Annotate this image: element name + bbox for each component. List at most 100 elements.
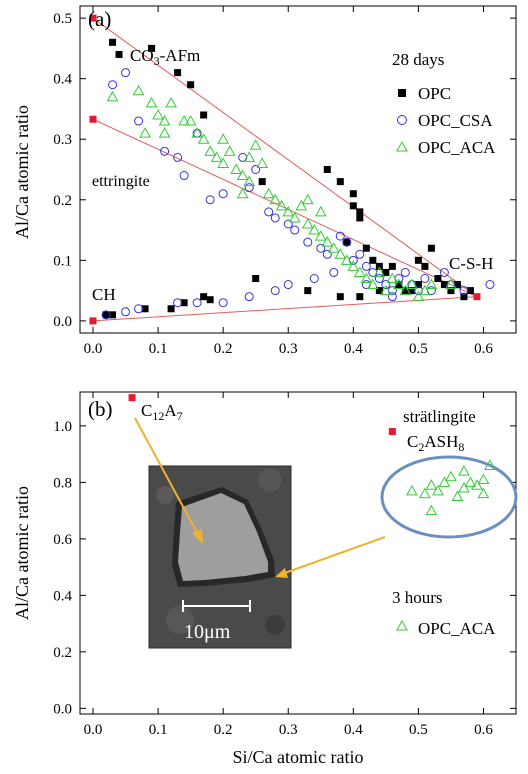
point-opc-aca — [334, 248, 347, 259]
panel-b-x-tick-label: 0.4 — [344, 722, 363, 738]
panel-a-x-tick-label: 0.6 — [474, 341, 493, 357]
point-opc-csa — [244, 183, 254, 193]
panel-b-y-tick-label: 0.4 — [53, 588, 72, 604]
panel-b-axes: 0.0 0.1 0.2 0.3 0.4 0.5 0.6 0.0 0.2 0.4 0.6 0.8 1.0 — [53, 392, 516, 738]
point-opc-csa — [192, 298, 202, 308]
point-opc — [336, 293, 344, 301]
point-opc — [206, 296, 214, 304]
point-opc-aca — [419, 284, 431, 296]
legend-b-opc-aca-marker — [396, 619, 408, 631]
point-opc — [109, 38, 117, 46]
point-opc — [115, 50, 123, 58]
point-opc — [336, 178, 344, 186]
point-opc — [427, 244, 435, 252]
point-opc — [414, 281, 422, 289]
micrograph-inset: 10μm — [148, 465, 292, 649]
point-opc — [174, 69, 182, 77]
legend-a-opc-csa-label: OPC_CSA — [418, 111, 493, 130]
point-opc-csa — [290, 225, 300, 235]
point-opc — [252, 275, 260, 282]
stratlingite-label: strätlingite — [403, 407, 476, 426]
point-opc-aca — [419, 487, 431, 499]
point-opc-aca — [425, 504, 438, 516]
point-opc-csa — [368, 267, 378, 277]
point-opc — [369, 256, 377, 264]
point-opc-aca — [301, 193, 314, 205]
point-opc-csa — [283, 219, 293, 229]
panel-a-label: (a) — [88, 7, 111, 31]
point-opc-aca — [106, 90, 119, 102]
point-opc-csa — [335, 231, 345, 241]
point-opc-aca — [321, 236, 334, 247]
point-opc-csa — [355, 249, 365, 259]
point-opc-aca — [132, 84, 145, 96]
point-opc-aca — [393, 278, 405, 290]
point-opc-aca — [269, 193, 282, 205]
point-opc-csa — [160, 146, 170, 156]
point-opc-aca — [223, 145, 236, 156]
point-opc-csa — [322, 249, 332, 259]
ettringite-label: ettringite — [92, 173, 150, 190]
point-opc-aca — [438, 476, 451, 487]
point-opc-csa — [173, 298, 183, 308]
point-opc-csa — [374, 274, 384, 283]
point-opc-csa — [485, 280, 495, 290]
point-opc — [447, 287, 455, 295]
point-opc-aca — [386, 272, 399, 283]
point-opc-aca — [399, 284, 412, 296]
point-opc — [362, 244, 370, 252]
point-opc — [141, 305, 149, 313]
panel-a: 0.0 0.1 0.2 0.3 0.4 0.5 0.60.00.10.20.30.40.5 … — [12, 5, 517, 357]
panel-a-frame — [79, 5, 517, 334]
point-opc-aca — [204, 145, 216, 156]
panel-a-y-tick-label: 0.2 — [53, 193, 72, 209]
point-opc-aca — [236, 169, 249, 181]
reference-point — [388, 428, 396, 436]
reference-point — [89, 115, 97, 123]
point-opc-csa — [400, 267, 410, 277]
panel-a-y-tick-label: 0.1 — [53, 253, 72, 269]
point-opc — [382, 268, 390, 276]
point-opc — [200, 111, 208, 119]
panel-b-x-tick-label: 0.6 — [474, 722, 493, 738]
point-opc — [187, 81, 195, 89]
reference-point — [473, 293, 481, 301]
panel-b-y-axis-title: Al/Ca atomic ratio — [12, 486, 32, 620]
point-opc-csa — [361, 261, 371, 271]
legend-a-opc-aca-label: OPC_ACA — [418, 138, 496, 157]
panel-a-axes: 0.0 0.1 0.2 0.3 0.4 0.5 0.6 0.0 0.1 0.2 0.3 0.4 0.5 — [53, 6, 516, 357]
point-opc-aca — [191, 127, 203, 138]
point-opc-aca — [406, 484, 418, 496]
point-opc-csa — [316, 243, 326, 253]
point-opc-aca — [295, 199, 308, 211]
point-opc-aca — [262, 187, 275, 199]
point-opc-aca — [249, 139, 262, 150]
point-opc-csa — [101, 310, 111, 320]
point-opc-aca — [445, 470, 457, 482]
point-opc — [395, 281, 403, 289]
point-opc-aca — [210, 151, 223, 162]
point-opc-csa — [387, 292, 397, 302]
panel-b-y-tick-label: 0.0 — [53, 701, 72, 717]
point-opc-csa — [134, 116, 144, 126]
point-opc-aca — [406, 278, 418, 290]
c2ash8-label: C2ASH8 — [407, 432, 464, 454]
point-opc — [375, 287, 383, 295]
x-axis-title: Si/Ca atomic ratio — [233, 747, 364, 767]
point-opc — [356, 208, 364, 216]
point-opc-aca — [425, 479, 438, 490]
point-opc-aca — [158, 127, 171, 138]
point-opc-aca — [451, 490, 464, 502]
point-opc-aca — [373, 266, 386, 277]
point-opc-aca — [165, 96, 177, 108]
point-opc-csa — [381, 280, 391, 290]
panel-b-y-tick-label: 0.8 — [53, 475, 72, 491]
point-opc-aca — [178, 115, 190, 126]
point-opc-csa — [459, 286, 469, 296]
point-opc — [356, 214, 364, 222]
point-opc — [460, 293, 468, 301]
stratlingite-ellipse — [380, 455, 518, 539]
panel-b-reference-points — [128, 394, 396, 436]
point-opc-aca — [145, 96, 158, 108]
reference-point — [89, 317, 97, 325]
